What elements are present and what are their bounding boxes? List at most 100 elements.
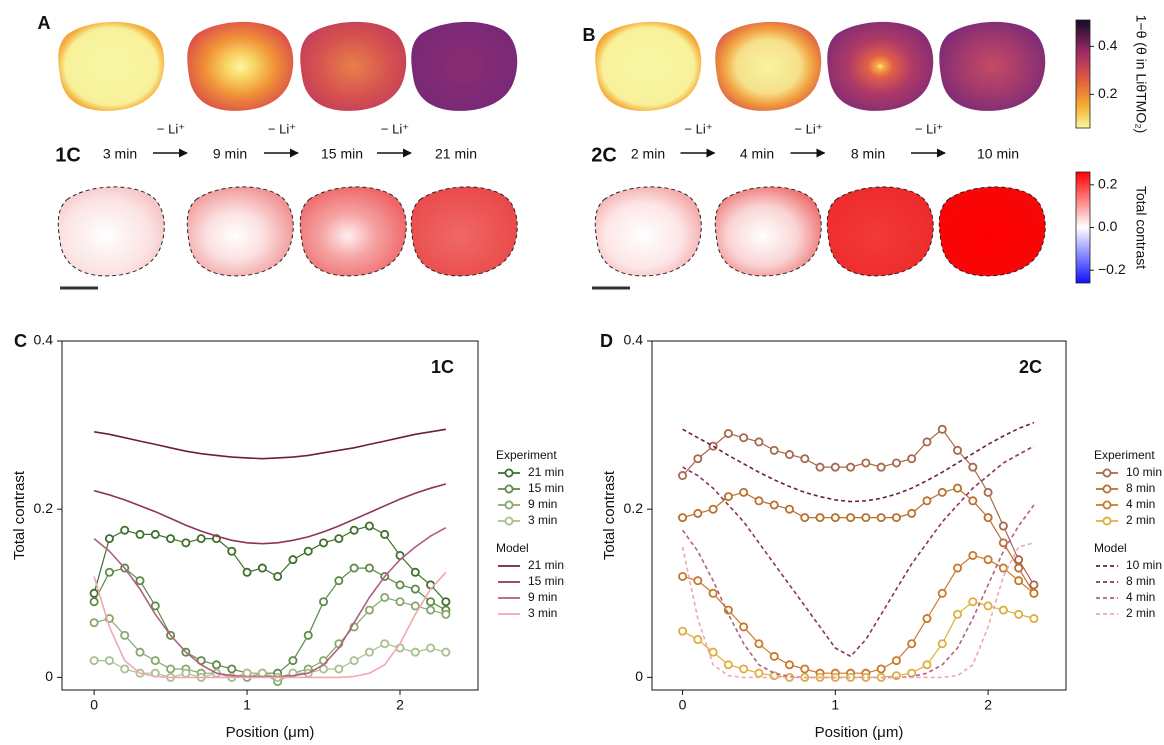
data-point	[998, 521, 1008, 531]
data-point	[800, 454, 810, 464]
data-point	[441, 647, 451, 657]
legend-label: 10 min	[1126, 465, 1162, 479]
y-tick-label: 0.4	[624, 332, 644, 348]
contrast-map	[57, 186, 165, 277]
experiment-line	[682, 487, 1035, 594]
data-point	[754, 496, 764, 506]
data-point	[769, 651, 779, 661]
data-point	[937, 487, 947, 497]
contrast-map	[714, 186, 822, 277]
panel-label: A	[38, 13, 51, 33]
data-point	[395, 580, 405, 590]
data-point	[754, 437, 764, 447]
data-point	[257, 563, 267, 573]
data-point	[693, 576, 703, 586]
data-point	[922, 660, 932, 670]
contrast-map	[410, 186, 518, 277]
legend-label: 9 min	[528, 497, 557, 511]
legend-label: 2 min	[1126, 606, 1155, 620]
data-point	[739, 487, 749, 497]
data-point	[441, 597, 451, 607]
data-point	[166, 664, 176, 674]
data-point	[1029, 580, 1039, 590]
colorbar-tick-label: 0.0	[1098, 218, 1118, 234]
data-point	[784, 450, 794, 460]
x-tick-label: 1	[831, 697, 839, 713]
data-point	[1029, 588, 1039, 598]
chart-annotation: 1C	[431, 357, 454, 377]
legend-title: Model	[1094, 541, 1127, 555]
data-point	[89, 597, 99, 607]
data-point	[1029, 614, 1039, 624]
particle-map	[300, 21, 407, 111]
experiment-line	[682, 554, 1035, 674]
data-point	[891, 513, 901, 523]
time-label: 8 min	[851, 146, 885, 162]
data-point	[998, 538, 1008, 548]
data-point	[708, 504, 718, 514]
data-point	[723, 492, 733, 502]
colorbar-tick-label: −0.2	[1098, 261, 1126, 277]
data-point	[334, 534, 344, 544]
data-point	[410, 601, 420, 611]
data-point	[120, 525, 130, 535]
data-point	[288, 555, 298, 565]
data-point	[349, 563, 359, 573]
data-point	[364, 563, 374, 573]
legend-title: Experiment	[1094, 448, 1155, 462]
data-point	[364, 647, 374, 657]
experiment-line	[93, 596, 447, 683]
data-point	[815, 513, 825, 523]
data-point	[678, 571, 688, 581]
step-label: − Li⁺	[157, 121, 185, 136]
data-point	[968, 462, 978, 472]
data-point	[907, 454, 917, 464]
data-point	[861, 513, 871, 523]
legend-marker	[1102, 500, 1112, 510]
data-point	[739, 664, 749, 674]
data-point	[303, 630, 313, 640]
particle-map	[939, 21, 1046, 111]
plot-frame	[651, 340, 1067, 691]
data-point	[104, 567, 114, 577]
legend-label: 9 min	[528, 590, 557, 604]
x-tick-label: 2	[396, 697, 404, 713]
data-point	[334, 664, 344, 674]
data-point	[891, 656, 901, 666]
data-point	[89, 618, 99, 628]
data-point	[876, 664, 886, 674]
legend-marker	[504, 468, 514, 478]
data-point	[830, 513, 840, 523]
data-point	[288, 656, 298, 666]
data-point	[104, 534, 114, 544]
data-point	[907, 639, 917, 649]
data-point	[769, 500, 779, 510]
data-point	[181, 668, 191, 678]
data-point	[815, 462, 825, 472]
contrast-map	[938, 186, 1046, 277]
data-point	[968, 550, 978, 560]
data-point	[861, 458, 871, 468]
time-label: 10 min	[977, 146, 1019, 162]
data-point	[150, 529, 160, 539]
data-point	[89, 656, 99, 666]
data-point	[983, 555, 993, 565]
legend-label: 10 min	[1126, 558, 1162, 572]
data-point	[181, 538, 191, 548]
data-point	[998, 563, 1008, 573]
data-point	[983, 513, 993, 523]
data-point	[937, 588, 947, 598]
panel-label: B	[583, 25, 596, 45]
experiment-line	[93, 525, 447, 603]
legend-label: 8 min	[1126, 481, 1155, 495]
model-line	[681, 504, 1035, 679]
legend-title: Model	[496, 541, 529, 555]
legend-label: 4 min	[1126, 590, 1155, 604]
data-point	[242, 567, 252, 577]
data-point	[678, 626, 688, 636]
data-point	[876, 513, 886, 523]
step-label: − Li⁺	[794, 121, 822, 136]
data-point	[983, 487, 993, 497]
data-point	[846, 462, 856, 472]
model-line	[682, 445, 1035, 658]
